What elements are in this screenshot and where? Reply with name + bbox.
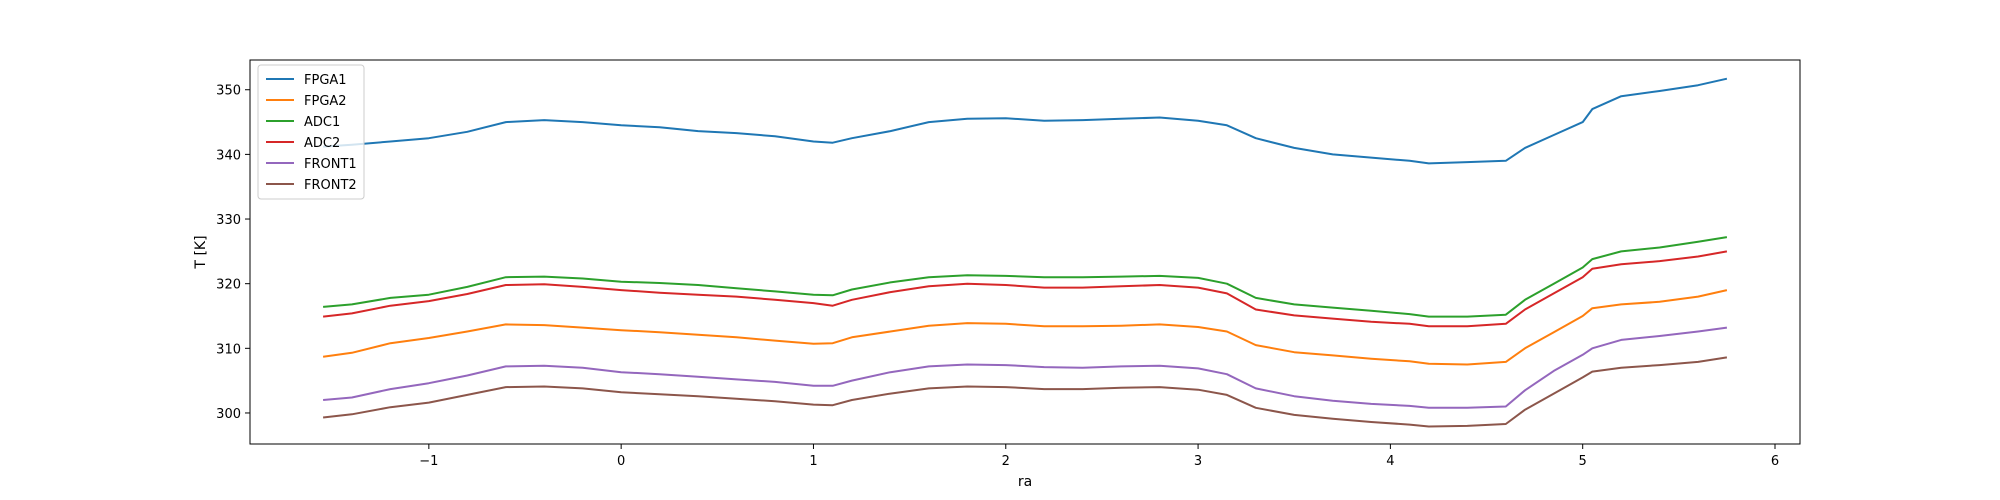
legend-box [257,64,365,200]
y-axis-label: T [K] [193,235,209,269]
x-axis-label: ra [1018,474,1032,490]
legend: FPGA1 FPGA2 ADC1 ADC2 FRONT1 FRONT2 [257,64,365,200]
x-tick-label: 2 [1002,454,1010,469]
plot-frame [249,59,1801,445]
legend-label-adc2: ADC2 [304,136,340,151]
x-tick-label: 4 [1386,454,1394,469]
x-tick-label: 5 [1579,454,1587,469]
x-tick-label: 0 [617,454,625,469]
y-tick-label: 350 [216,84,241,99]
series-line-fpga2 [322,289,1728,366]
series-line-adc1 [323,236,1728,318]
legend-label-fpga2: FPGA2 [304,94,347,109]
y-tick-label: 340 [216,148,241,163]
series-line-adc2 [322,250,1728,328]
y-tick-label: 330 [216,213,241,228]
y-axis-ticks: 300 310 320 330 340 350 [216,84,250,422]
y-tick-label: 300 [216,407,241,422]
x-tick-label: 1 [809,454,817,469]
x-tick-label: 6 [1771,454,1779,469]
legend-label-adc1: ADC1 [304,115,340,130]
series-line-front1 [323,326,1728,409]
legend-label-front2: FRONT2 [304,178,357,193]
series-layer [322,77,1728,428]
y-tick-label: 310 [216,342,241,357]
x-tick-label: −1 [419,454,438,469]
legend-label-front1: FRONT1 [304,157,357,172]
x-axis-ticks: −1 0 1 2 3 4 5 6 [419,444,1779,469]
y-tick-label: 320 [216,278,241,293]
x-tick-label: 3 [1194,454,1202,469]
legend-label-fpga1: FPGA1 [304,73,347,88]
series-line-fpga1 [323,77,1728,165]
series-line-front2 [322,356,1728,428]
